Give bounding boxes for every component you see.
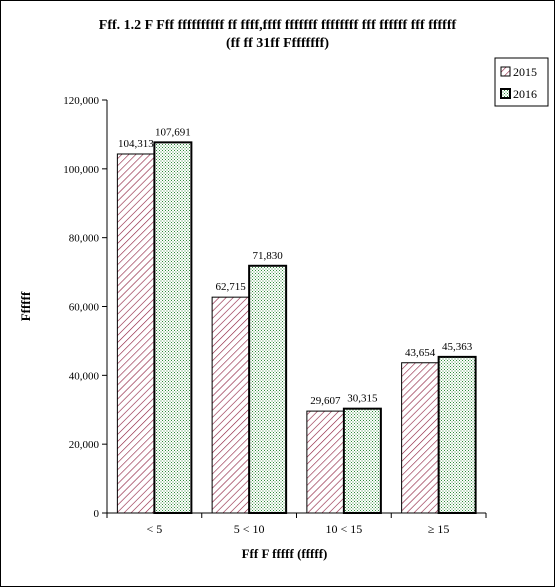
y-tick-label: 20,000 [69, 439, 100, 451]
bar-2015-0 [116, 153, 155, 514]
data-label-2015-2: 29,607 [310, 395, 341, 407]
y-tick-label: 120,000 [63, 95, 99, 107]
x-axis-label: Fff F fffff (fffff) [242, 546, 328, 561]
data-label-2015-0: 104,313 [118, 138, 154, 150]
data-label-2016-3: 45,363 [442, 341, 473, 353]
data-label-2015-1: 62,715 [216, 281, 247, 293]
bar-2015-3 [401, 362, 440, 514]
y-axis-label: Ffffff [18, 291, 33, 321]
data-label-2016-1: 71,830 [253, 250, 284, 262]
bar-2016-0 [153, 141, 193, 515]
bar-2015-2 [306, 410, 345, 514]
x-tick-label: ≥ 15 [428, 522, 450, 536]
x-tick-label: < 5 [146, 522, 162, 536]
bar-2016-3 [437, 355, 477, 514]
legend-swatch-2015 [500, 66, 511, 77]
legend-label-2015: 2015 [513, 65, 537, 79]
chart-title: Fff. 1.2 F Fff ffffffffff ff ffff,ffff f… [98, 18, 457, 33]
y-tick-label: 0 [94, 508, 100, 520]
data-label-2016-2: 30,315 [347, 393, 378, 405]
legend-label-2016: 2016 [513, 87, 537, 101]
bar-2016-2 [342, 407, 382, 514]
y-tick-label: 40,000 [69, 370, 100, 382]
x-tick-label: 5 < 10 [234, 522, 265, 536]
y-tick-label: 100,000 [63, 164, 99, 176]
bar-2016-1 [248, 264, 288, 515]
data-label-2016-0: 107,691 [155, 126, 191, 138]
x-tick-label: 10 < 15 [325, 522, 362, 536]
legend-swatch-2016 [500, 88, 511, 99]
y-tick-label: 60,000 [69, 302, 100, 314]
bar-2015-1 [211, 296, 250, 514]
y-tick-label: 80,000 [69, 233, 100, 245]
chart-subtitle: (ff ff 31ff Ffffffff) [226, 36, 329, 51]
data-label-2015-3: 43,654 [405, 347, 436, 359]
